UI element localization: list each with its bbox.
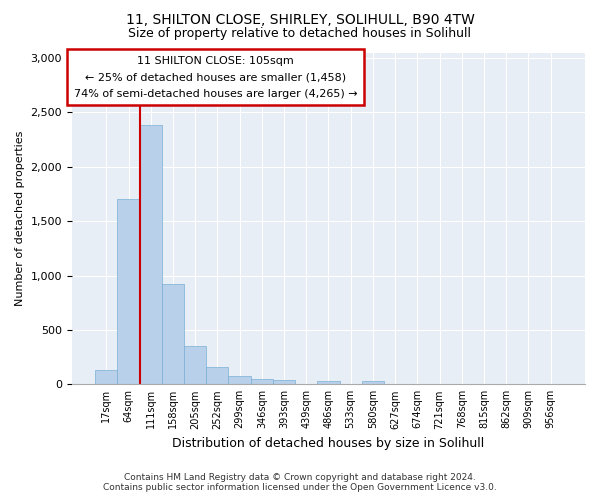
Y-axis label: Number of detached properties: Number of detached properties bbox=[15, 130, 25, 306]
Bar bbox=[206, 367, 229, 384]
Bar bbox=[140, 126, 162, 384]
Bar bbox=[251, 379, 273, 384]
Bar bbox=[317, 381, 340, 384]
Text: Contains HM Land Registry data © Crown copyright and database right 2024.
Contai: Contains HM Land Registry data © Crown c… bbox=[103, 473, 497, 492]
Bar bbox=[273, 380, 295, 384]
X-axis label: Distribution of detached houses by size in Solihull: Distribution of detached houses by size … bbox=[172, 437, 485, 450]
Bar bbox=[95, 370, 118, 384]
Text: 11, SHILTON CLOSE, SHIRLEY, SOLIHULL, B90 4TW: 11, SHILTON CLOSE, SHIRLEY, SOLIHULL, B9… bbox=[125, 12, 475, 26]
Bar bbox=[229, 376, 251, 384]
Bar bbox=[184, 346, 206, 385]
Bar bbox=[118, 200, 140, 384]
Bar bbox=[362, 381, 384, 384]
Bar bbox=[162, 284, 184, 384]
Text: Size of property relative to detached houses in Solihull: Size of property relative to detached ho… bbox=[128, 28, 472, 40]
Text: 11 SHILTON CLOSE: 105sqm
← 25% of detached houses are smaller (1,458)
74% of sem: 11 SHILTON CLOSE: 105sqm ← 25% of detach… bbox=[74, 56, 358, 98]
